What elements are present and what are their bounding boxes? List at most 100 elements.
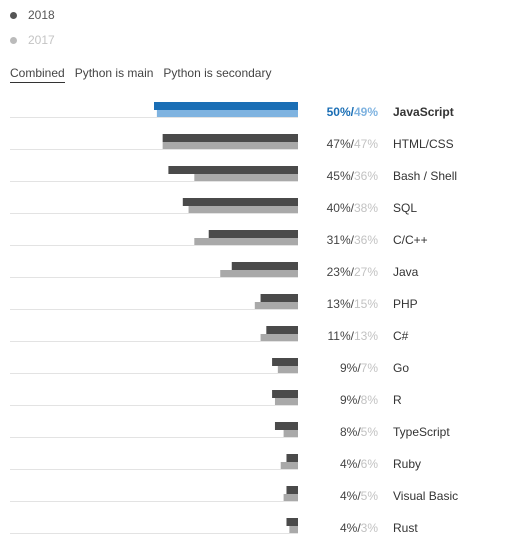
value-2018-rust: 4%	[340, 521, 358, 535]
category-label-html-css: HTML/CSS	[393, 137, 454, 151]
value-separator-visual-basic: /	[357, 489, 361, 503]
category-label-bash-shell: Bash / Shell	[393, 169, 457, 183]
value-2018-bash-shell: 45%	[327, 169, 351, 183]
bar-2017-ruby[interactable]	[280, 462, 298, 469]
bar-2017-visual-basic[interactable]	[283, 494, 298, 501]
value-2017-visual-basic: 5%	[361, 489, 379, 503]
bar-2017-c[interactable]	[260, 334, 298, 341]
value-label-rust: 4%/3%	[340, 521, 378, 535]
legend-item-2018[interactable]: 2018	[8, 6, 55, 24]
tab-python-is-secondary[interactable]: Python is secondary	[163, 66, 272, 80]
value-label-java: 23%/27%	[327, 265, 379, 279]
value-2017-go: 7%	[361, 361, 379, 375]
bar-2018-r[interactable]	[272, 390, 298, 398]
value-separator-sql: /	[351, 201, 355, 215]
legend-item-2017[interactable]: 2017	[8, 31, 55, 49]
category-label-typescript: TypeScript	[393, 425, 450, 439]
bar-2017-typescript[interactable]	[283, 430, 298, 437]
bar-2017-c-c[interactable]	[194, 238, 298, 245]
value-2017-c: 13%	[354, 329, 378, 343]
value-2017-typescript: 5%	[361, 425, 379, 439]
value-2017-sql: 38%	[354, 201, 378, 215]
value-2017-java: 27%	[354, 265, 378, 279]
value-separator-javascript: /	[351, 105, 355, 119]
legend-label-2017: 2017	[28, 33, 55, 47]
bar-2017-sql[interactable]	[188, 206, 298, 213]
bar-2017-html-css[interactable]	[162, 142, 298, 149]
value-label-php: 13%/15%	[327, 297, 379, 311]
value-2018-go: 9%	[340, 361, 358, 375]
value-2018-c: 11%	[327, 329, 350, 343]
legend-dot-2018	[10, 11, 17, 19]
category-label-c: C#	[393, 329, 409, 343]
value-label-r: 9%/8%	[340, 393, 378, 407]
tab-python-is-main[interactable]: Python is main	[74, 66, 154, 80]
legend-dot-2017	[10, 36, 17, 44]
value-2017-rust: 3%	[361, 521, 379, 535]
value-2018-php: 13%	[327, 297, 351, 311]
value-2017-ruby: 6%	[361, 457, 379, 471]
value-2017-r: 8%	[361, 393, 379, 407]
bar-2018-bash-shell[interactable]	[168, 166, 298, 174]
bar-2017-javascript[interactable]	[156, 110, 298, 117]
value-2018-sql: 40%	[327, 201, 351, 215]
category-label-php: PHP	[393, 297, 418, 311]
bar-2017-php[interactable]	[254, 302, 298, 309]
category-label-ruby: Ruby	[393, 457, 421, 471]
category-label-java: Java	[393, 265, 419, 279]
category-label-go: Go	[393, 361, 409, 375]
bar-2018-go[interactable]	[272, 358, 298, 366]
bar-2018-sql[interactable]	[182, 198, 298, 206]
value-label-ruby: 4%/6%	[340, 457, 378, 471]
chart-legend: 2018 2017	[8, 6, 55, 56]
bar-2018-c[interactable]	[266, 326, 298, 334]
legend-label-2018: 2018	[28, 8, 55, 22]
value-2017-php: 15%	[354, 297, 378, 311]
value-separator-html-css: /	[351, 137, 355, 151]
value-label-bash-shell: 45%/36%	[327, 169, 379, 183]
value-2018-typescript: 8%	[340, 425, 358, 439]
value-2017-javascript: 49%	[354, 105, 378, 119]
value-label-visual-basic: 4%/5%	[340, 489, 378, 503]
value-2017-c-c: 36%	[354, 233, 378, 247]
category-label-javascript: JavaScript	[393, 105, 454, 119]
bar-2018-visual-basic[interactable]	[286, 486, 298, 494]
bar-2018-java[interactable]	[231, 262, 298, 270]
bar-2018-ruby[interactable]	[286, 454, 298, 462]
tab-combined[interactable]: Combined	[10, 66, 65, 83]
bar-2018-html-css[interactable]	[162, 134, 298, 142]
value-label-javascript: 50%/49%	[327, 105, 379, 119]
value-2018-ruby: 4%	[340, 457, 358, 471]
value-separator-rust: /	[357, 521, 361, 535]
value-separator-bash-shell: /	[351, 169, 355, 183]
value-2018-visual-basic: 4%	[340, 489, 358, 503]
filter-tabs: Combined Python is main Python is second…	[10, 66, 281, 83]
category-label-c-c: C/C++	[393, 233, 428, 247]
bar-2018-php[interactable]	[260, 294, 298, 302]
value-2018-r: 9%	[340, 393, 358, 407]
bar-2017-r[interactable]	[274, 398, 298, 405]
category-label-visual-basic: Visual Basic	[393, 489, 458, 503]
bar-2017-bash-shell[interactable]	[194, 174, 298, 181]
bar-2017-java[interactable]	[220, 270, 298, 277]
value-label-typescript: 8%/5%	[340, 425, 378, 439]
bar-2018-c-c[interactable]	[208, 230, 298, 238]
value-2018-java: 23%	[327, 265, 351, 279]
value-2018-html-css: 47%	[327, 137, 351, 151]
value-label-c-c: 31%/36%	[327, 233, 379, 247]
value-separator-php: /	[351, 297, 355, 311]
value-2017-html-css: 47%	[354, 137, 378, 151]
value-separator-c: /	[351, 329, 355, 343]
value-separator-java: /	[351, 265, 355, 279]
bar-2017-rust[interactable]	[289, 526, 298, 533]
bar-2017-go[interactable]	[277, 366, 298, 373]
bar-2018-javascript[interactable]	[154, 102, 298, 110]
value-2017-bash-shell: 36%	[354, 169, 378, 183]
bar-2018-typescript[interactable]	[274, 422, 298, 430]
value-separator-r: /	[357, 393, 361, 407]
value-label-html-css: 47%/47%	[327, 137, 379, 151]
value-label-c: 11%/13%	[327, 329, 378, 343]
bar-2018-rust[interactable]	[286, 518, 298, 526]
value-label-sql: 40%/38%	[327, 201, 379, 215]
